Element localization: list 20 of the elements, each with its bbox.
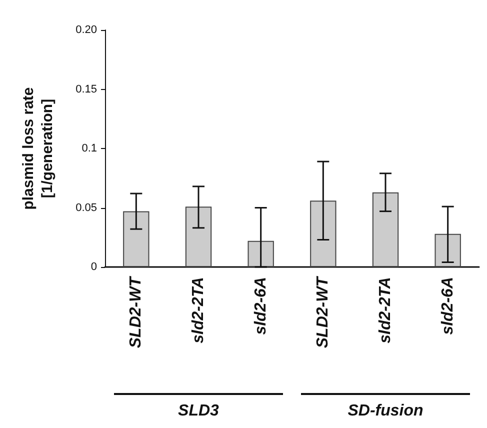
bar [248, 240, 274, 267]
bar [434, 234, 461, 267]
bar [185, 206, 212, 267]
x-tick-label: sld2-6A [252, 277, 270, 335]
x-tick-label: sld2-2TA [377, 277, 394, 344]
x-tick-label: sld2-2TA [190, 277, 207, 344]
text: SD-fusion [348, 402, 424, 420]
y-tick-label: 0.15 [76, 83, 97, 96]
bar [310, 200, 336, 267]
bar [372, 192, 399, 267]
y-tick-label: 0.1 [82, 142, 97, 154]
bar [123, 211, 150, 267]
y-tick-label: 0 [90, 261, 97, 273]
x-tick-label: sld2-6A [439, 277, 456, 335]
y-tick-label: 0.05 [76, 202, 97, 214]
y-tick-label: 0.20 [76, 24, 97, 36]
y-axis-title: plasmid loss rate [1/generation] [20, 87, 56, 210]
text: SLD3 [178, 402, 220, 420]
x-tick-label: SLD2-WT [128, 276, 145, 348]
x-tick-label: SLD2-WT [314, 276, 332, 348]
